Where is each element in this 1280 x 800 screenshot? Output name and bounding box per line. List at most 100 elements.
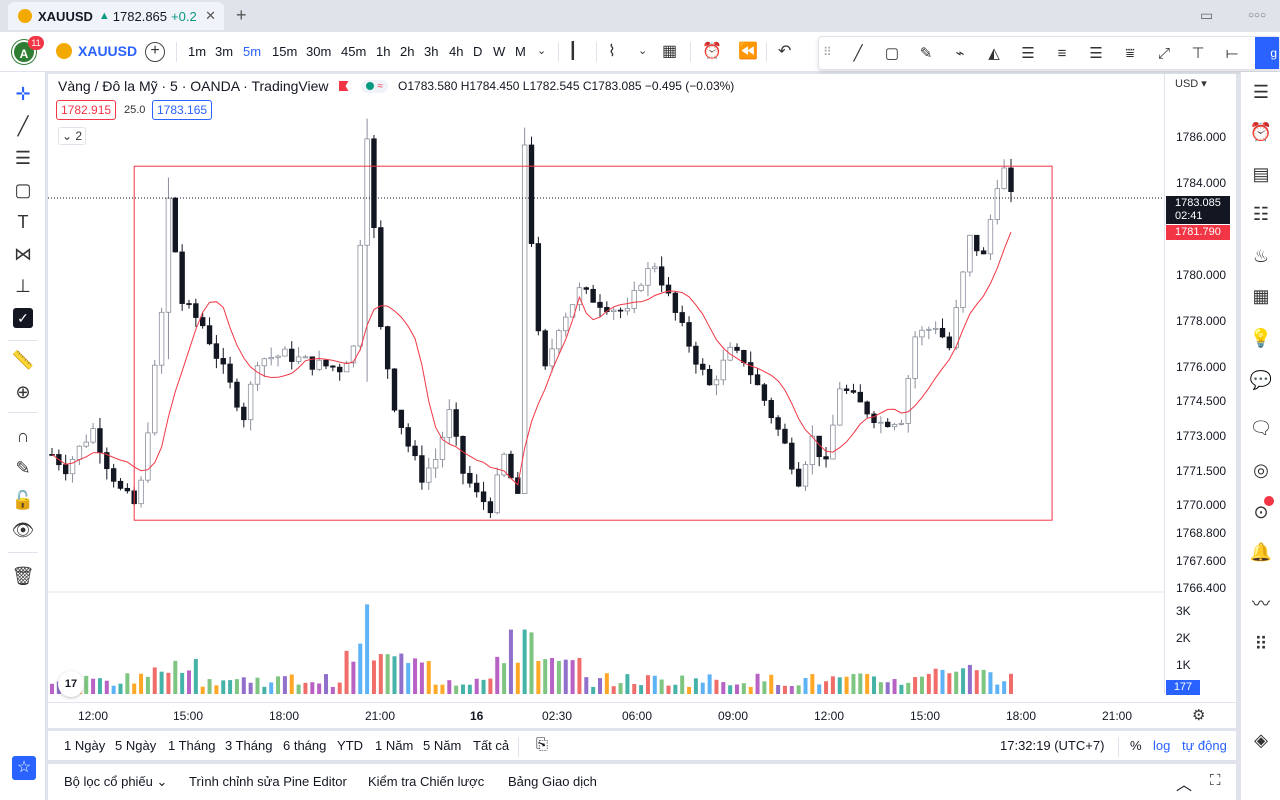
- chevron-up-icon[interactable]: ︿: [1176, 777, 1193, 794]
- market-status-pill[interactable]: ≈: [360, 79, 389, 93]
- calendar-icon[interactable]: ▦: [1252, 286, 1270, 306]
- interval-1m[interactable]: 1m: [188, 44, 207, 59]
- chart-title[interactable]: Vàng / Đô la Mỹ · 5 · OANDA · TradingVie…: [58, 78, 329, 94]
- text-anchor-icon[interactable]: ⊤: [1191, 45, 1205, 62]
- tab-strategy-tester[interactable]: Kiểm tra Chiến lược: [368, 774, 485, 789]
- parallel-channel-icon[interactable]: ☰: [1021, 45, 1035, 62]
- log-scale-toggle[interactable]: log: [1153, 738, 1171, 753]
- path-icon[interactable]: ⌁: [955, 45, 965, 62]
- range-all[interactable]: Tất cả: [473, 738, 510, 753]
- tradingview-logo[interactable]: 17: [58, 671, 84, 697]
- indicators-icon[interactable]: ⌇: [608, 43, 616, 60]
- range-6m[interactable]: 6 tháng: [283, 738, 327, 753]
- streams-icon[interactable]: ◎: [1253, 460, 1269, 480]
- trend-icon[interactable]: 〰: [1252, 594, 1270, 614]
- ruler-icon[interactable]: 📏: [11, 350, 35, 370]
- interval-2h[interactable]: 2h: [400, 44, 415, 59]
- tab-pine-editor[interactable]: Trình chỉnh sửa Pine Editor: [189, 774, 347, 789]
- undo-icon[interactable]: ↶: [778, 43, 792, 60]
- chart-canvas[interactable]: [48, 74, 1164, 702]
- chat-icon[interactable]: 💬: [1249, 370, 1273, 390]
- alert-icon[interactable]: ⏰: [702, 43, 722, 60]
- more-icon[interactable]: ○○○: [1248, 10, 1267, 21]
- candles-icon[interactable]: ┃: [568, 43, 578, 60]
- tab-stock-screener[interactable]: Bộ lọc cổ phiếu ⌄: [64, 774, 168, 789]
- crosshair-icon[interactable]: ✛: [15, 84, 31, 104]
- hotlist-icon[interactable]: ♨: [1252, 246, 1270, 266]
- currency-select[interactable]: USD ▾: [1175, 78, 1207, 90]
- compare-add-button[interactable]: +: [145, 42, 165, 62]
- lock-icon[interactable]: 🔓: [11, 490, 35, 510]
- date-range-icon[interactable]: ⎘: [536, 736, 549, 753]
- ideas-icon[interactable]: 💡: [1249, 328, 1273, 348]
- highlighter-icon[interactable]: ◭: [988, 45, 1000, 62]
- clock[interactable]: 17:32:19 (UTC+7): [1000, 738, 1105, 753]
- buy-price-button[interactable]: 1783.165: [152, 100, 213, 120]
- interval-30m[interactable]: 30m: [306, 44, 332, 59]
- tab-trading-panel[interactable]: Bảng Giao dịch: [508, 774, 597, 789]
- indicators-collapse-button[interactable]: ⌄ 2: [58, 127, 86, 145]
- close-tab-icon[interactable]: ✕: [205, 8, 216, 23]
- interval-3h[interactable]: 3h: [424, 44, 439, 59]
- percent-scale-toggle[interactable]: %: [1130, 738, 1142, 753]
- eye-icon[interactable]: 👁: [11, 520, 35, 540]
- chevron-down-icon[interactable]: ⌄: [537, 45, 547, 57]
- templates-icon[interactable]: ▦: [662, 43, 678, 60]
- range-ytd[interactable]: YTD: [337, 738, 363, 753]
- pitchfork-icon[interactable]: ⩸: [1125, 45, 1135, 62]
- broadcast-icon[interactable]: ⊙: [1253, 502, 1269, 522]
- trend-line-icon[interactable]: ╱: [17, 116, 29, 136]
- interval-w[interactable]: W: [493, 44, 506, 59]
- interval-m[interactable]: M: [515, 44, 526, 59]
- horizontal-lines-icon[interactable]: ☰: [1089, 45, 1103, 62]
- measure-projection-icon[interactable]: ⊥: [15, 276, 31, 296]
- browser-tab[interactable]: XAUUSD ▲ 1782.865 +0.2 ✕: [8, 2, 224, 30]
- range-1y[interactable]: 1 Năm: [375, 738, 414, 753]
- interval-1h[interactable]: 1h: [376, 44, 391, 59]
- lock-draw-icon[interactable]: ✎: [15, 458, 31, 478]
- notifications-icon[interactable]: 🔔: [1249, 542, 1273, 562]
- news-icon[interactable]: ▤: [1252, 164, 1270, 184]
- maximize-icon[interactable]: ⛶: [1210, 772, 1221, 789]
- new-tab-button[interactable]: +: [236, 5, 247, 25]
- interval-d[interactable]: D: [473, 44, 483, 59]
- auto-scale-toggle[interactable]: tự động: [1182, 738, 1227, 753]
- messages-icon[interactable]: 🗨: [1249, 418, 1273, 438]
- range-1m[interactable]: 1 Tháng: [168, 738, 216, 753]
- interval-15m[interactable]: 15m: [272, 44, 298, 59]
- favorites-star-icon[interactable]: ☆: [12, 756, 36, 780]
- range-5d[interactable]: 5 Ngày: [115, 738, 157, 753]
- ray-icon[interactable]: ⤢: [1157, 45, 1170, 62]
- replay-icon[interactable]: ⏪: [738, 43, 758, 60]
- price-axis[interactable]: USD ▾ 1786.000 1784.000 1780.000 1778.00…: [1164, 74, 1236, 694]
- check-icon[interactable]: ✓: [13, 308, 33, 328]
- trash-icon[interactable]: 🗑: [11, 566, 35, 586]
- chart-pane[interactable]: Vàng / Đô la Mỹ · 5 · OANDA · TradingVie…: [48, 74, 1236, 728]
- sidebar-toggle-icon[interactable]: ▭: [1200, 7, 1214, 23]
- sell-price-button[interactable]: 1782.915: [56, 100, 117, 120]
- time-axis[interactable]: 12:00 15:00 18:00 21:00 16 02:30 06:00 0…: [48, 702, 1236, 728]
- rectangle-icon[interactable]: ▢: [884, 45, 900, 62]
- trend-line-icon[interactable]: ╱: [853, 45, 863, 62]
- magnet-icon[interactable]: ∩: [16, 426, 30, 446]
- fib-icon[interactable]: ☰: [14, 148, 32, 168]
- range-5y[interactable]: 5 Năm: [423, 738, 462, 753]
- chart-settings-gear-icon[interactable]: ⚙: [1192, 707, 1206, 724]
- brush-icon[interactable]: ✎: [919, 45, 933, 62]
- dom-icon[interactable]: ⠿: [1254, 634, 1268, 654]
- layers-icon[interactable]: ◈: [1254, 730, 1268, 750]
- flag-icon[interactable]: [338, 81, 349, 91]
- fib-retracement-icon[interactable]: ≡: [1057, 45, 1067, 62]
- rectangle-icon[interactable]: ▢: [14, 180, 32, 200]
- interval-45m[interactable]: 45m: [341, 44, 367, 59]
- interval-5m[interactable]: 5m: [243, 44, 262, 59]
- interval-3m[interactable]: 3m: [215, 44, 234, 59]
- add-list-icon[interactable]: ☷: [1252, 204, 1270, 224]
- text-icon[interactable]: T: [17, 212, 29, 232]
- watchlist-icon[interactable]: ☰: [1252, 82, 1270, 102]
- horizontal-ray-icon[interactable]: ⟝: [1225, 45, 1239, 62]
- range-1d[interactable]: 1 Ngày: [64, 738, 106, 753]
- alarm-icon[interactable]: ⏰: [1249, 122, 1273, 142]
- symbol-search-button[interactable]: XAUUSD: [56, 43, 137, 59]
- zoom-in-icon[interactable]: ⊕: [15, 382, 31, 402]
